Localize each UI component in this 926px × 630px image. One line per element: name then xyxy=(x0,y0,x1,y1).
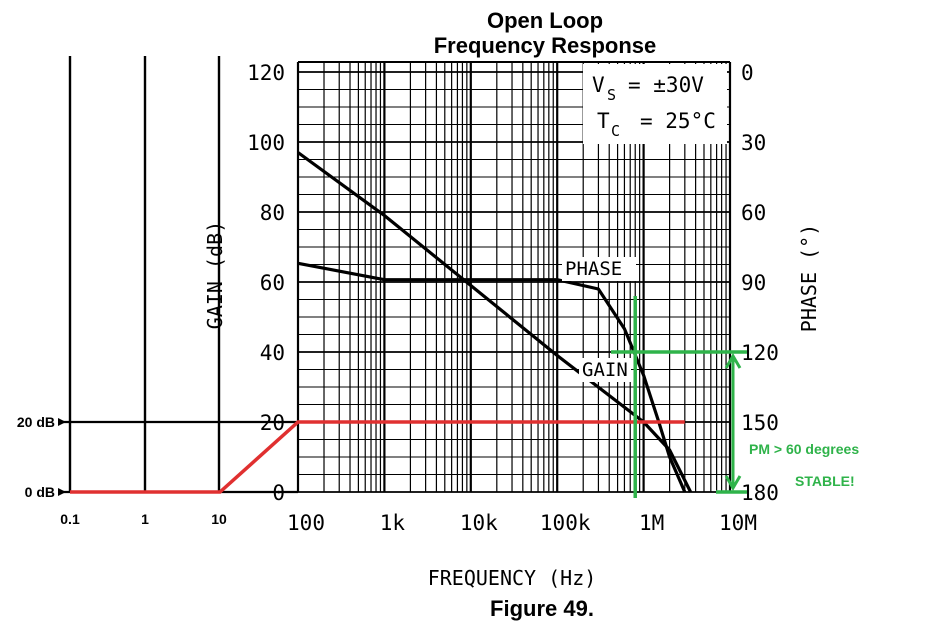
closed-loop-gain-line xyxy=(70,420,685,494)
extension-grid: 0.1 1 10 0 dB 20 dB xyxy=(17,56,298,527)
conditions-bg xyxy=(583,64,727,144)
y-right-tick-label: 120 xyxy=(741,341,779,365)
y-right-tick-label: 90 xyxy=(741,271,766,295)
chart-title-line2: Frequency Response xyxy=(434,33,657,58)
pm-annotation-text: PM > 60 degrees xyxy=(749,441,859,457)
condition-tc-subscript: C xyxy=(611,122,620,140)
marker-0db-arrow xyxy=(58,488,66,496)
x-tick-label: 100 xyxy=(287,511,325,535)
series-phase-label: PHASE xyxy=(565,258,622,280)
x-tick-label: 10M xyxy=(719,511,757,535)
condition-tc-value: = 25°C xyxy=(640,109,716,133)
x-tick-label: 1k xyxy=(380,511,406,535)
series-phase-curve xyxy=(297,261,687,493)
y-marker-label: 20 dB xyxy=(17,414,55,430)
y-axis-right-title: PHASE (°) xyxy=(797,224,821,332)
marker-20db-arrow xyxy=(58,418,66,426)
phase-margin-arrowhead-up xyxy=(724,353,742,369)
y-left-tick-label: 0 xyxy=(272,481,285,505)
chart-title-line1: Open Loop xyxy=(487,8,603,33)
series-gain-label: GAIN xyxy=(582,359,628,381)
y-left-tick-label: 120 xyxy=(247,61,285,85)
x-axis-title: FREQUENCY (Hz) xyxy=(428,566,597,590)
y-right-tick-label: 180 xyxy=(741,481,779,505)
y-right-tick-label: 60 xyxy=(741,201,766,225)
extension-x-tick-label: 0.1 xyxy=(60,511,80,527)
y-left-tick-label: 80 xyxy=(260,201,285,225)
x-tick-label: 1M xyxy=(639,511,664,535)
y-left-tick-label: 100 xyxy=(247,131,285,155)
y-axis-left-title: GAIN (dB) xyxy=(203,221,227,329)
series-label-bg xyxy=(562,257,636,281)
condition-vs-value: = ±30V xyxy=(628,73,704,97)
labels: 100 1k 10k 100k 1M 10M 0 20 40 60 80 100 120 0 30 60 90 1… xyxy=(247,61,779,535)
extension-x-tick-label: 1 xyxy=(141,511,149,527)
y-right-tick-label: 0 xyxy=(741,61,754,85)
series-gain-curve xyxy=(297,151,693,493)
curves: GAIN PHASE xyxy=(297,151,693,493)
phase-margin-arrowhead-down xyxy=(724,475,742,491)
condition-vs-subscript: S xyxy=(607,86,616,104)
y-marker-label: 0 dB xyxy=(25,484,55,500)
condition-tc-label: T xyxy=(597,109,610,133)
conditions-box: V S = ±30V T C = 25°C xyxy=(583,64,727,144)
y-right-tick-label: 30 xyxy=(741,131,766,155)
y-left-tick-label: 60 xyxy=(260,271,285,295)
figure-caption: Figure 49. xyxy=(490,596,594,621)
series-label-bg xyxy=(579,358,631,382)
x-tick-label: 10k xyxy=(460,511,498,535)
condition-vs-label: V xyxy=(592,73,605,97)
y-right-tick-label: 150 xyxy=(741,411,779,435)
extension-x-tick-label: 10 xyxy=(211,511,227,527)
y-left-tick-label: 20 xyxy=(260,411,285,435)
annotations xyxy=(70,296,748,498)
y-left-tick-label: 40 xyxy=(260,341,285,365)
x-tick-label: 100k xyxy=(540,511,591,535)
stable-annotation-text: STABLE! xyxy=(795,473,855,489)
